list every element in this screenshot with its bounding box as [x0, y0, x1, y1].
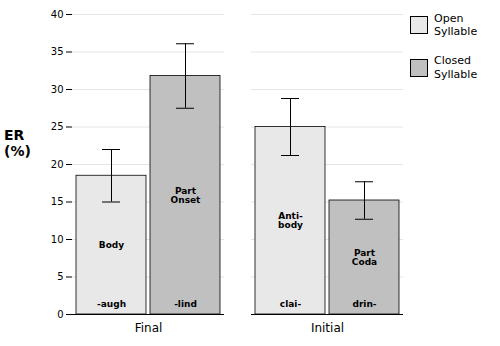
svg-text:30: 30: [51, 84, 64, 95]
svg-text:15: 15: [51, 196, 64, 207]
svg-text:PartOnset: PartOnset: [171, 186, 202, 205]
svg-text:10: 10: [51, 234, 64, 245]
svg-text:drin-: drin-: [352, 299, 376, 309]
svg-text:PartCoda: PartCoda: [352, 248, 377, 267]
svg-text:25: 25: [51, 121, 64, 132]
svg-text:40: 40: [51, 9, 64, 20]
svg-text:20: 20: [51, 159, 64, 170]
html-text:Closed Syllable: Closed Syllable: [434, 54, 478, 81]
svg-text:Final: Final: [135, 321, 163, 335]
svg-text:Anti-body: Anti-body: [278, 211, 303, 230]
svg-text:-lind: -lind: [174, 299, 197, 309]
html-text:Open Syllable: Open Syllable: [434, 12, 478, 39]
svg-text:Initial: Initial: [311, 321, 344, 335]
html-text:ER (%): ER (%): [4, 127, 31, 159]
svg-text:Body: Body: [99, 240, 124, 250]
svg-text:clai-: clai-: [280, 299, 302, 309]
svg-text:-augh: -augh: [97, 299, 126, 309]
svg-text:5: 5: [57, 271, 63, 282]
svg-text:35: 35: [51, 46, 64, 57]
svg-text:0: 0: [57, 309, 63, 320]
